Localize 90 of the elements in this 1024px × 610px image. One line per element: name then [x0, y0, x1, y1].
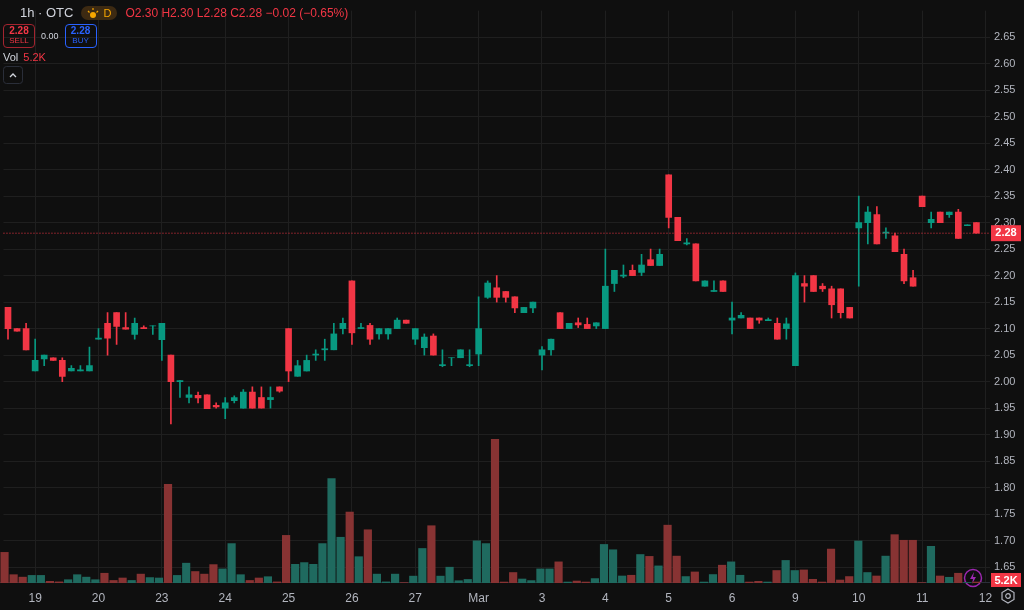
- y-tick-label: 2.05: [994, 348, 1016, 361]
- candlestick: [321, 338, 329, 361]
- y-tick-label: 1.90: [994, 427, 1016, 440]
- y-tick-label: 1.95: [994, 401, 1016, 414]
- candlestick: [918, 195, 926, 208]
- candlestick: [13, 328, 21, 332]
- bar: [627, 574, 636, 583]
- bar: [872, 575, 881, 583]
- candlestick: [565, 322, 573, 329]
- text: 5.2K: [994, 574, 1018, 586]
- y-tick-label: 2.35: [994, 189, 1016, 202]
- y-tick-label: 2.55: [994, 83, 1016, 96]
- candlestick: [140, 325, 148, 329]
- bar: [554, 561, 563, 583]
- x-tick-label: 24: [218, 590, 233, 605]
- bar: [345, 511, 354, 583]
- bar: [654, 565, 663, 583]
- x-tick-label: 27: [408, 590, 423, 605]
- y-tick-label: 2.65: [994, 30, 1016, 43]
- x-tick-label: 9: [792, 590, 800, 605]
- x-tick-label: 19: [28, 590, 43, 605]
- x-tick-label: 12: [978, 590, 993, 605]
- y-tick-label: 1.70: [994, 533, 1016, 546]
- chart-title: Vol: [3, 51, 19, 63]
- x-tick-label: 6: [728, 590, 736, 605]
- bar: [690, 571, 699, 583]
- annotation: 0.00: [41, 31, 59, 41]
- candlestick: [402, 319, 410, 324]
- candlestick: [701, 280, 709, 287]
- x-tick-label: 10: [852, 590, 866, 605]
- x-tick-label: 11: [915, 590, 929, 605]
- annotation: 2.28: [70, 25, 91, 36]
- bar: [772, 570, 781, 583]
- chart-title: 1h · OTC: [20, 5, 74, 20]
- bar: [945, 576, 954, 583]
- x-tick-label: 3: [538, 590, 546, 605]
- bar: [926, 545, 936, 583]
- bar: [136, 573, 145, 583]
- candlestick: [746, 317, 754, 329]
- y-tick-label: 2.40: [994, 162, 1016, 175]
- y-tick-label: 1.85: [994, 454, 1016, 467]
- annotation: O2.30 H2.30 L2.28 C2.28 −0.02 (−0.65%): [125, 5, 349, 20]
- x-tick-label: 23: [155, 590, 169, 605]
- candlestick: [764, 317, 772, 321]
- bar: [681, 576, 690, 583]
- y-tick-label: 2.60: [994, 56, 1016, 69]
- y-tick-label: 1.75: [994, 507, 1016, 520]
- annotation: BUY: [72, 36, 89, 46]
- x-tick-label: 5: [665, 590, 673, 605]
- ref-line-label: 2.28: [995, 226, 1017, 239]
- candlestick: [520, 307, 528, 314]
- y-tick-label: 2.00: [994, 374, 1016, 387]
- candlestick: [203, 394, 211, 409]
- y-tick-label: 2.25: [994, 242, 1016, 255]
- y-tick-label: 2.45: [994, 136, 1016, 149]
- x-tick-label: 20: [91, 590, 106, 605]
- bar: [636, 554, 645, 583]
- annotation: D: [103, 6, 112, 19]
- candlestick: [49, 357, 57, 361]
- x-tick-label: 25: [281, 590, 296, 605]
- annotation: 2.28: [9, 25, 29, 36]
- y-tick-label: 2.30: [994, 215, 1016, 228]
- y-tick-label: 2.15: [994, 295, 1016, 308]
- candlestick: [683, 238, 691, 246]
- bar: [935, 575, 945, 583]
- candlestick: [936, 211, 944, 223]
- candlestick: [846, 307, 854, 319]
- candlestick: [556, 312, 564, 329]
- x-tick-label: 26: [345, 590, 359, 605]
- candlestick: [719, 280, 727, 292]
- x-tick-label: 4: [602, 590, 609, 605]
- bar: [881, 555, 890, 583]
- annotation: SELL: [9, 36, 29, 46]
- bar: [163, 484, 173, 583]
- bar: [954, 572, 963, 583]
- bar: [354, 556, 363, 583]
- y-tick-label: 2.10: [994, 321, 1016, 334]
- bar: [717, 564, 727, 583]
- bar: [427, 525, 436, 583]
- y-tick-label: 2.50: [994, 109, 1016, 122]
- bar: [645, 556, 654, 583]
- x-tick-label: Mar: [468, 590, 489, 605]
- candlestick: [692, 243, 700, 282]
- y-tick-label: 1.65: [994, 560, 1016, 573]
- annotation: 5.2K: [23, 51, 46, 63]
- bar: [363, 529, 372, 583]
- y-tick-label: 1.80: [994, 480, 1016, 493]
- bar: [127, 580, 136, 583]
- y-tick-label: 2.20: [994, 268, 1016, 281]
- bar: [263, 576, 273, 583]
